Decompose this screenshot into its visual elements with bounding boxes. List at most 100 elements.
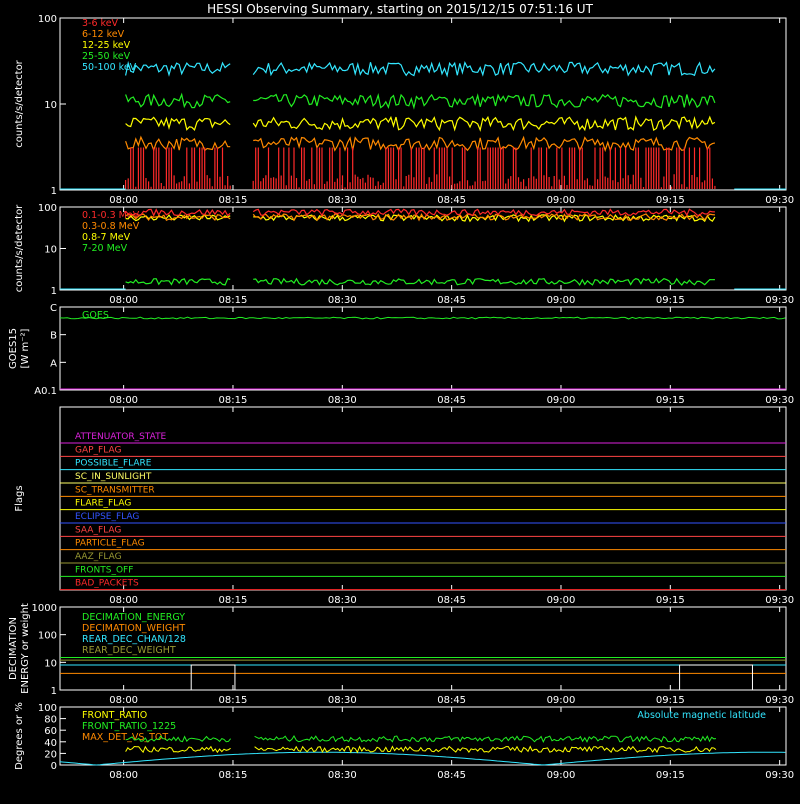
- y-tick-label: 10: [44, 100, 57, 111]
- x-tick-label: 09:00: [547, 295, 576, 306]
- y-tick-label: 10: [44, 245, 57, 256]
- x-tick-label: 08:00: [109, 595, 138, 606]
- series-line: [125, 735, 717, 743]
- y-tick-label: 0: [51, 761, 57, 772]
- panel-frame-ratio: [59, 706, 787, 766]
- x-tick-label: 08:00: [109, 195, 138, 206]
- flag-label: GAP_FLAG: [75, 445, 121, 455]
- x-tick-label: 08:15: [219, 770, 248, 781]
- legend-label: GOES: [82, 310, 109, 321]
- x-tick-label: 08:00: [109, 395, 138, 406]
- y-tick-label: C: [50, 303, 57, 314]
- legend-label: 25-50 keV: [82, 51, 131, 62]
- x-tick-label: 09:00: [547, 195, 576, 206]
- y-tick-label: 100: [38, 703, 57, 714]
- series-line: [125, 208, 715, 217]
- legend-label: 50-100 keV: [82, 62, 137, 73]
- legend-label: FRONT_RATIO: [82, 710, 147, 721]
- y-tick-label: 40: [44, 738, 57, 749]
- x-tick-label: 08:45: [437, 595, 466, 606]
- flag-label: ECLIPSE_FLAG: [75, 512, 139, 522]
- x-tick-label: 09:30: [765, 595, 794, 606]
- flag-label: SC_IN_SUNLIGHT: [75, 472, 152, 482]
- y-axis-label: Degrees or %: [14, 702, 25, 770]
- x-tick-label: 08:15: [219, 195, 248, 206]
- x-tick-label: 09:30: [765, 395, 794, 406]
- series-line: [125, 92, 716, 110]
- y-tick-label: 1: [51, 686, 57, 697]
- y-axis-label: counts/s/detector: [14, 204, 25, 292]
- x-tick-label: 08:30: [328, 295, 357, 306]
- flag-label: SC_TRANSMITTER: [75, 485, 155, 495]
- x-tick-label: 09:00: [547, 395, 576, 406]
- x-tick-label: 08:30: [328, 595, 357, 606]
- magnetic-latitude-line: [59, 751, 786, 766]
- x-tick-label: 08:45: [437, 295, 466, 306]
- x-tick-label: 08:45: [437, 695, 466, 706]
- flag-label: PARTICLE_FLAG: [75, 539, 145, 549]
- y-axis-label: DECIMATION: [8, 617, 19, 680]
- x-tick-label: 09:15: [656, 695, 685, 706]
- legend-label: 6-12 keV: [82, 29, 125, 40]
- x-tick-label: 08:45: [437, 770, 466, 781]
- x-tick-label: 09:00: [547, 595, 576, 606]
- x-tick-label: 09:30: [765, 770, 794, 781]
- panel-frame-decimation: [59, 606, 787, 691]
- x-tick-label: 09:30: [765, 695, 794, 706]
- x-tick-label: 08:30: [328, 195, 357, 206]
- x-tick-label: 08:30: [328, 770, 357, 781]
- legend-label: MAX_DET_VS_TOT: [82, 732, 168, 743]
- x-tick-label: 08:45: [437, 195, 466, 206]
- x-tick-label: 08:15: [219, 595, 248, 606]
- series-line: [59, 316, 786, 320]
- chart-title: HESSI Observing Summary, starting on 201…: [207, 2, 593, 16]
- legend-label: REAR_DEC_CHAN/128: [82, 634, 186, 645]
- legend-label: 0.8-7 MeV: [82, 232, 131, 243]
- series-line: [125, 212, 715, 222]
- series-line: [125, 135, 716, 153]
- legend-label: 0.1-0.3 MeV: [82, 210, 140, 221]
- x-tick-label: 09:30: [765, 195, 794, 206]
- y-tick-label: A0.1: [34, 386, 57, 397]
- legend-label: DECIMATION_ENERGY: [82, 612, 185, 623]
- flag-label: SAA_FLAG: [75, 525, 121, 535]
- legend-label: DECIMATION_WEIGHT: [82, 623, 185, 634]
- annotation-label: Absolute magnetic latitude: [637, 710, 766, 721]
- y-axis-label-2: [W m⁻²]: [20, 328, 31, 368]
- y-axis-label-2: ENERGY or weight: [20, 603, 31, 694]
- flag-label: POSSIBLE_FLARE: [75, 459, 152, 469]
- legend-label: REAR_DEC_WEIGHT: [82, 645, 176, 656]
- y-tick-label: 100: [38, 203, 57, 214]
- y-tick-label: 1: [51, 186, 57, 197]
- series-line: [125, 745, 717, 754]
- x-tick-label: 08:15: [219, 395, 248, 406]
- decimation-box: [679, 664, 753, 691]
- x-tick-label: 08:00: [109, 695, 138, 706]
- x-tick-label: 08:15: [219, 295, 248, 306]
- y-tick-label: 20: [44, 749, 57, 760]
- y-axis-label: Flags: [14, 485, 25, 511]
- x-tick-label: 08:30: [328, 395, 357, 406]
- x-tick-label: 09:15: [656, 295, 685, 306]
- legend-label: FRONT_RATIO_1225: [82, 721, 176, 732]
- x-tick-label: 08:15: [219, 695, 248, 706]
- y-tick-label: 1: [51, 286, 57, 297]
- y-tick-label: 60: [44, 726, 57, 737]
- legend-label: 3-6 keV: [82, 18, 119, 29]
- y-tick-label: 80: [44, 715, 57, 726]
- x-tick-label: 09:15: [656, 395, 685, 406]
- flag-label: ATTENUATOR_STATE: [75, 432, 167, 442]
- x-tick-label: 08:30: [328, 695, 357, 706]
- x-tick-label: 09:30: [765, 295, 794, 306]
- flag-label: AAZ_FLAG: [75, 552, 122, 562]
- flag-label: FLARE_FLAG: [75, 499, 131, 509]
- y-tick-label: 100: [38, 14, 57, 25]
- y-tick-label: 10: [44, 658, 57, 669]
- y-axis-label: counts/s/detector: [14, 59, 25, 147]
- y-tick-label: A: [50, 358, 57, 369]
- x-tick-label: 09:00: [547, 695, 576, 706]
- x-tick-label: 08:45: [437, 395, 466, 406]
- series-line: [125, 115, 716, 132]
- decimation-box: [190, 664, 236, 691]
